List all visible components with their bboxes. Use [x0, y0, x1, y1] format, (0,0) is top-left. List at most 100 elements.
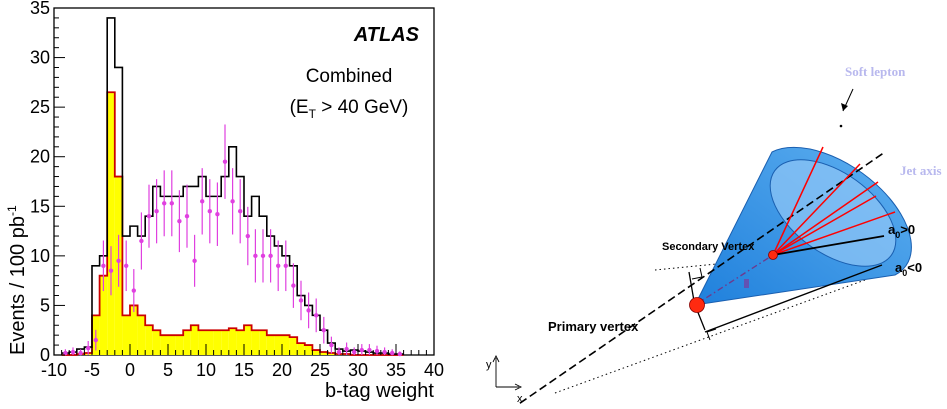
y-tick-label: 10 — [30, 246, 50, 266]
magenta-point — [207, 179, 212, 244]
jet-axis-line — [510, 151, 886, 409]
track — [772, 195, 877, 256]
magenta-point — [146, 184, 152, 248]
data-point — [200, 199, 205, 204]
yellow-bar — [251, 330, 260, 355]
data-point — [238, 209, 243, 214]
coord-x-arrowhead — [514, 383, 523, 391]
data-point — [268, 253, 273, 259]
yellow-bar — [266, 335, 275, 355]
yellow-bar — [160, 335, 168, 355]
magenta-point — [260, 229, 266, 283]
yellow-bar — [130, 305, 138, 355]
yellow-bar — [221, 330, 229, 355]
yellow-bar — [282, 335, 290, 355]
magenta-point — [139, 212, 144, 270]
selection-label: Combined — [306, 66, 393, 87]
magenta-point — [359, 344, 364, 355]
magenta-point — [222, 124, 228, 199]
data-point — [222, 159, 228, 164]
secondary-vertex-dot — [768, 250, 778, 260]
magenta-point — [101, 240, 106, 292]
data-point — [139, 238, 144, 244]
data-point — [344, 346, 349, 352]
data-point — [131, 288, 136, 293]
data-point — [63, 350, 68, 356]
data-point — [397, 351, 402, 357]
data-point — [101, 263, 106, 268]
y-tick-label: 15 — [30, 196, 50, 216]
data-point — [298, 298, 304, 303]
data-point — [336, 349, 342, 355]
data-point — [359, 347, 364, 353]
magenta-point — [192, 234, 197, 287]
jet-axis-label: Jet axis — [900, 163, 942, 178]
primary-vertex-label: Primary vertex — [548, 319, 639, 334]
magenta-point — [230, 168, 235, 235]
data-point — [184, 214, 190, 219]
a0-positive-label: a0>0 — [888, 222, 915, 240]
track-a0-positive — [772, 235, 885, 256]
x-tick-label: 40 — [424, 360, 444, 380]
impact-arrow-right — [696, 309, 706, 331]
magenta-point — [63, 349, 68, 356]
magenta-point — [374, 345, 380, 355]
x-tick-label: 0 — [125, 360, 135, 380]
magenta-point — [93, 329, 99, 351]
yellow-bar — [320, 352, 328, 355]
track-a0-negative — [704, 264, 883, 333]
magenta-point — [306, 292, 311, 329]
y-axis-label: Events / 100 pb-1 — [5, 205, 29, 355]
yellow-bar — [304, 345, 313, 355]
data-point — [124, 263, 129, 268]
yellow-bar — [183, 330, 191, 355]
data-point — [207, 209, 212, 214]
data-point — [253, 253, 258, 259]
magenta-point — [382, 347, 387, 355]
y-tick-label: 20 — [30, 147, 50, 167]
track — [772, 163, 861, 256]
data-point — [169, 201, 174, 206]
x-tick-label: 35 — [386, 360, 406, 380]
flight-direction — [694, 254, 774, 306]
x-tick-label: 25 — [310, 360, 330, 380]
red-tracks — [772, 146, 896, 256]
yellow-bar — [168, 335, 176, 355]
coord-x-label: x — [517, 393, 523, 404]
data-point — [291, 283, 296, 288]
soft-lepton-arrowhead — [841, 103, 848, 111]
yellow-bar — [213, 330, 222, 355]
impact-line-lower — [554, 279, 866, 394]
magenta-point — [352, 347, 357, 355]
data-point — [230, 199, 235, 204]
track — [772, 146, 824, 256]
data-point — [260, 253, 266, 259]
magenta-point — [86, 341, 91, 355]
magenta-point — [200, 168, 205, 235]
data-point — [352, 349, 357, 355]
magenta-point — [336, 347, 342, 355]
track — [772, 211, 896, 256]
x-tick-label: 10 — [196, 360, 216, 380]
magenta-point — [154, 179, 159, 244]
data-point — [329, 342, 334, 348]
a0-negative-label: a0<0 — [895, 260, 922, 278]
x-tick-label: 5 — [163, 360, 173, 380]
magenta-point — [215, 182, 220, 246]
data-point — [314, 313, 319, 318]
yellow-bar — [152, 330, 161, 355]
magenta-point — [131, 269, 136, 313]
cone-mark — [744, 279, 749, 288]
btag-diagram: Soft lepton Jet axis Secondary Vertex Pr… — [486, 64, 942, 409]
data-point — [283, 263, 288, 268]
black-step-line — [61, 17, 404, 355]
y-tick-label: 0 — [40, 345, 50, 365]
yellow-bar — [190, 325, 199, 355]
yellow-bar — [274, 335, 282, 355]
soft-lepton-label: Soft lepton — [845, 64, 906, 79]
axis-ticks — [53, 7, 435, 356]
yellow-bar — [137, 315, 146, 355]
magenta-point — [78, 349, 83, 356]
